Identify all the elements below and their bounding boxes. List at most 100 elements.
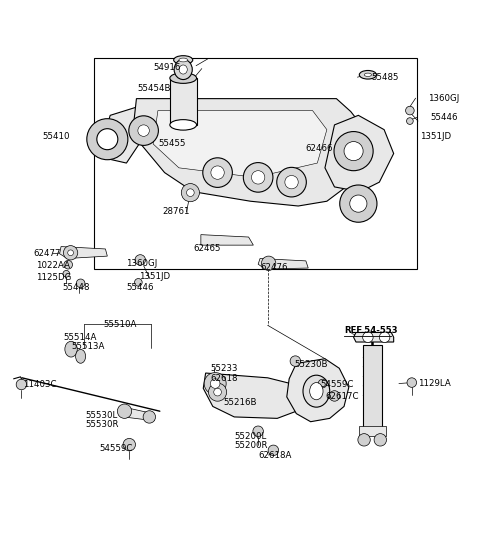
- Text: 55514A: 55514A: [63, 332, 97, 342]
- Text: 1351JD: 1351JD: [139, 272, 170, 281]
- Polygon shape: [153, 111, 327, 178]
- Circle shape: [363, 332, 373, 343]
- Circle shape: [143, 410, 156, 423]
- Circle shape: [63, 271, 70, 277]
- Circle shape: [181, 183, 199, 202]
- Circle shape: [134, 279, 142, 286]
- Polygon shape: [60, 246, 108, 258]
- Text: 1022AA: 1022AA: [36, 261, 70, 270]
- Text: 55200R: 55200R: [234, 441, 268, 450]
- Text: 55446: 55446: [126, 282, 154, 292]
- Ellipse shape: [170, 73, 197, 83]
- Polygon shape: [354, 332, 394, 342]
- Circle shape: [123, 438, 135, 451]
- Text: 55230B: 55230B: [295, 360, 328, 369]
- Ellipse shape: [75, 349, 85, 363]
- Circle shape: [129, 116, 158, 145]
- Text: 11403C: 11403C: [23, 380, 56, 389]
- Circle shape: [97, 129, 118, 150]
- Text: 62618A: 62618A: [258, 451, 291, 459]
- Circle shape: [64, 260, 72, 269]
- Ellipse shape: [174, 55, 193, 64]
- Circle shape: [211, 166, 224, 179]
- Ellipse shape: [310, 383, 323, 400]
- Circle shape: [379, 332, 390, 343]
- Circle shape: [407, 118, 413, 124]
- Text: 55485: 55485: [371, 73, 399, 82]
- Circle shape: [407, 378, 417, 387]
- Ellipse shape: [174, 60, 192, 80]
- Text: 55446: 55446: [431, 113, 458, 122]
- Polygon shape: [287, 359, 349, 422]
- Text: 62465: 62465: [193, 244, 221, 253]
- Circle shape: [268, 445, 279, 456]
- Circle shape: [329, 391, 340, 401]
- Circle shape: [334, 132, 373, 171]
- Circle shape: [243, 162, 273, 192]
- Polygon shape: [134, 98, 365, 206]
- Polygon shape: [258, 258, 308, 269]
- Text: 55200L: 55200L: [234, 431, 266, 441]
- Polygon shape: [103, 106, 145, 163]
- Text: 55233: 55233: [210, 364, 238, 373]
- Circle shape: [290, 356, 300, 366]
- Bar: [363, 345, 382, 430]
- Ellipse shape: [65, 341, 77, 357]
- Ellipse shape: [170, 119, 197, 130]
- Circle shape: [68, 250, 73, 256]
- Text: 54559C: 54559C: [320, 380, 354, 390]
- Text: 54559C: 54559C: [99, 444, 132, 453]
- Circle shape: [138, 125, 149, 136]
- Text: 1125DG: 1125DG: [36, 273, 71, 281]
- Circle shape: [285, 175, 298, 189]
- Circle shape: [87, 119, 128, 160]
- Circle shape: [277, 167, 306, 197]
- Text: 55410: 55410: [42, 132, 70, 141]
- Text: 55454B: 55454B: [137, 84, 171, 93]
- Text: 28761: 28761: [163, 207, 190, 216]
- Text: REF.54-553: REF.54-553: [344, 325, 397, 335]
- Circle shape: [203, 158, 232, 187]
- Bar: [170, 78, 197, 125]
- Circle shape: [76, 279, 85, 288]
- Text: 1129LA: 1129LA: [418, 379, 451, 388]
- Bar: [360, 426, 386, 436]
- Ellipse shape: [179, 58, 188, 62]
- Ellipse shape: [303, 375, 330, 407]
- Ellipse shape: [179, 65, 187, 74]
- Circle shape: [406, 107, 414, 115]
- Text: 62476: 62476: [260, 263, 288, 272]
- Text: 62466: 62466: [306, 144, 333, 153]
- Polygon shape: [325, 115, 394, 192]
- Circle shape: [350, 195, 367, 212]
- Circle shape: [117, 404, 132, 419]
- Circle shape: [253, 426, 264, 436]
- Circle shape: [210, 379, 220, 388]
- Polygon shape: [120, 406, 154, 421]
- Circle shape: [344, 141, 363, 161]
- Text: 55513A: 55513A: [71, 342, 105, 351]
- Text: 1360GJ: 1360GJ: [429, 94, 460, 103]
- Circle shape: [214, 388, 221, 396]
- Circle shape: [340, 185, 377, 222]
- Text: 62618: 62618: [210, 374, 238, 383]
- Circle shape: [135, 254, 145, 265]
- Polygon shape: [203, 373, 306, 419]
- Text: 55530L: 55530L: [85, 410, 117, 420]
- Text: 55455: 55455: [158, 139, 185, 148]
- Circle shape: [208, 383, 227, 401]
- Text: 55530R: 55530R: [85, 420, 119, 429]
- Circle shape: [318, 379, 327, 388]
- Circle shape: [262, 256, 276, 271]
- Circle shape: [204, 372, 226, 394]
- Text: 62617C: 62617C: [325, 392, 359, 401]
- Circle shape: [374, 434, 386, 446]
- Polygon shape: [201, 235, 253, 245]
- Circle shape: [252, 171, 265, 184]
- Text: 62477: 62477: [34, 249, 61, 258]
- Circle shape: [16, 379, 27, 390]
- Ellipse shape: [360, 70, 376, 79]
- Circle shape: [187, 189, 194, 196]
- Text: 54916: 54916: [153, 63, 180, 72]
- Text: 55510A: 55510A: [103, 320, 136, 329]
